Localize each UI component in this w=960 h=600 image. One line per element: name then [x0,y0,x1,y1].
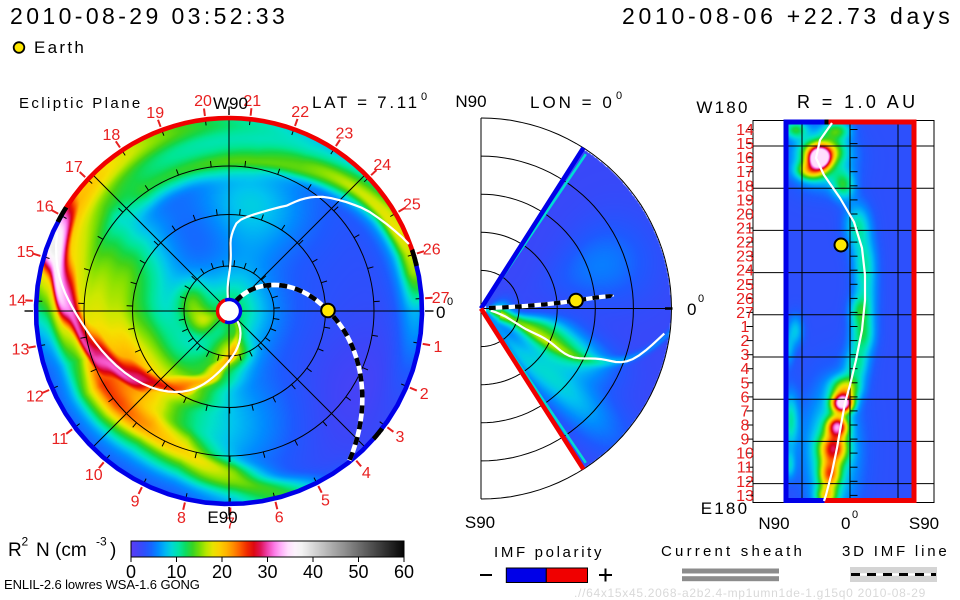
svg-text:3D IMF line: 3D IMF line [842,543,950,560]
svg-text:24: 24 [736,263,754,280]
svg-text:LON = 0: LON = 0 [530,93,615,112]
svg-text:10: 10 [736,446,754,463]
svg-text:2: 2 [741,333,750,350]
svg-text:21: 21 [736,221,754,238]
svg-text:16: 16 [36,199,54,216]
svg-text:9: 9 [131,494,140,511]
svg-text:N (cm: N (cm [36,540,87,561]
svg-text:6: 6 [741,389,750,406]
svg-text:0: 0 [447,296,453,308]
svg-text:13: 13 [736,488,754,505]
svg-text:2010-08-29 03:52:33: 2010-08-29 03:52:33 [10,3,288,29]
svg-text:20: 20 [736,207,754,224]
svg-text:13: 13 [12,342,30,359]
svg-text:0: 0 [698,293,704,305]
svg-text:20: 20 [212,562,232,582]
svg-text:ENLIL-2.6 lowres WSA-1.6 GONG: ENLIL-2.6 lowres WSA-1.6 GONG [4,577,200,592]
svg-text:5: 5 [741,375,750,392]
svg-text:11: 11 [51,431,68,448]
svg-text:18: 18 [103,127,121,144]
svg-text:5: 5 [321,492,330,509]
svg-text:7: 7 [741,403,750,420]
svg-text:0: 0 [126,562,136,582]
svg-text:E180: E180 [701,499,750,518]
svg-text:19: 19 [146,105,164,122]
svg-text:17: 17 [65,159,83,176]
svg-text:19: 19 [736,192,754,209]
svg-text:R: R [8,540,22,561]
svg-text:1: 1 [434,339,443,356]
svg-text:0: 0 [841,514,850,533]
svg-text:10: 10 [166,562,186,582]
svg-text:7: 7 [226,516,235,533]
svg-text:3: 3 [395,429,404,446]
svg-text:2: 2 [22,535,29,549]
svg-text:2010-08-06 +22.73 days: 2010-08-06 +22.73 days [622,3,953,29]
svg-text:6: 6 [275,510,284,527]
svg-text:IMF polarity: IMF polarity [494,544,604,561]
svg-text:3: 3 [741,347,750,364]
svg-text:10: 10 [85,467,103,484]
svg-text:23: 23 [736,249,754,266]
svg-text:11: 11 [737,460,754,477]
svg-text:14: 14 [736,122,754,139]
svg-text:4: 4 [362,465,371,482]
svg-text:30: 30 [257,562,277,582]
svg-text:12: 12 [736,474,754,491]
svg-text:R = 1.0 AU: R = 1.0 AU [797,92,919,112]
svg-text:0: 0 [436,303,445,322]
svg-text:14: 14 [8,293,26,310]
svg-text:8: 8 [177,510,186,527]
svg-text:LAT = 7.11: LAT = 7.11 [312,93,420,112]
svg-text:2: 2 [420,386,429,403]
svg-text:0: 0 [616,90,622,102]
svg-text:9: 9 [741,432,750,449]
svg-text:27: 27 [736,305,754,322]
svg-text:22: 22 [736,235,754,252]
svg-text:Earth: Earth [34,38,86,57]
svg-text:50: 50 [348,562,368,582]
svg-text:23: 23 [336,126,354,143]
svg-text:17: 17 [736,164,754,181]
svg-text:S90: S90 [465,513,495,532]
svg-text:15: 15 [736,136,754,153]
svg-text:15: 15 [17,244,35,261]
svg-text:4: 4 [741,361,750,378]
svg-text:Ecliptic Plane: Ecliptic Plane [19,95,143,112]
svg-text:12: 12 [26,389,44,406]
svg-text:16: 16 [736,150,754,167]
svg-text:N90: N90 [758,514,789,533]
svg-text:-3: -3 [96,535,107,549]
svg-text:0: 0 [852,509,858,521]
svg-text:18: 18 [736,178,754,195]
svg-text:27: 27 [432,290,450,307]
svg-text:25: 25 [736,277,754,294]
svg-text:24: 24 [373,157,391,174]
svg-text:0: 0 [687,300,696,319]
svg-text:26: 26 [736,291,754,308]
svg-text:21: 21 [243,93,261,110]
svg-text:Current sheath: Current sheath [661,543,805,560]
svg-text:): ) [110,540,116,561]
svg-text:S90: S90 [909,514,939,533]
svg-text:W180: W180 [696,98,749,117]
svg-text:1: 1 [741,319,750,336]
svg-text:26: 26 [423,241,441,258]
svg-text:0: 0 [421,91,427,103]
svg-text:60: 60 [394,562,414,582]
svg-text:.//64x15x45.2068-a2b2.4-mp1umn: .//64x15x45.2068-a2b2.4-mp1umn1de-1.g15q… [574,586,926,600]
svg-text:N90: N90 [455,92,486,111]
svg-text:22: 22 [291,104,309,121]
svg-text:20: 20 [194,93,212,110]
svg-text:25: 25 [403,196,421,213]
svg-text:8: 8 [741,418,750,435]
svg-text:E90: E90 [207,508,237,527]
svg-text:W90: W90 [213,94,248,113]
svg-text:40: 40 [303,562,323,582]
